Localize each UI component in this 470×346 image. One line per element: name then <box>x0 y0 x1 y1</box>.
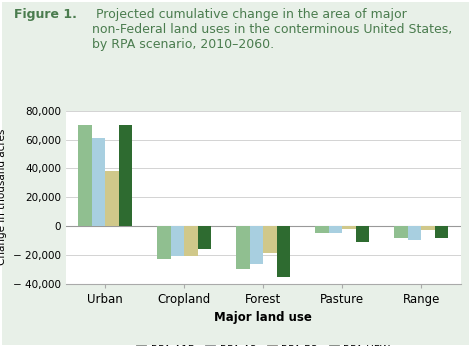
Bar <box>342 226 356 229</box>
Text: Figure 1.: Figure 1. <box>14 8 77 21</box>
Bar <box>277 226 290 276</box>
Bar <box>92 138 105 226</box>
Bar <box>421 226 435 230</box>
Bar <box>250 226 263 264</box>
Bar <box>435 226 448 238</box>
Bar <box>171 226 184 256</box>
Bar <box>356 226 369 242</box>
Bar <box>407 226 421 240</box>
Bar <box>236 226 250 269</box>
Bar <box>119 125 132 226</box>
Bar <box>315 226 329 233</box>
X-axis label: Major land use: Major land use <box>214 311 312 324</box>
Bar <box>184 226 198 256</box>
Bar <box>198 226 211 249</box>
Bar <box>394 226 407 238</box>
Bar <box>105 171 119 226</box>
Text: Projected cumulative change in the area of major
non-Federal land uses in the co: Projected cumulative change in the area … <box>92 8 452 51</box>
Y-axis label: Change in thousand acres: Change in thousand acres <box>0 129 8 265</box>
Bar <box>78 125 92 226</box>
Bar <box>329 226 342 233</box>
Bar <box>157 226 171 259</box>
Legend: RPA A1B, RPA A2, RPA B2, RPA HFW: RPA A1B, RPA A2, RPA B2, RPA HFW <box>132 341 394 346</box>
Bar <box>263 226 277 253</box>
